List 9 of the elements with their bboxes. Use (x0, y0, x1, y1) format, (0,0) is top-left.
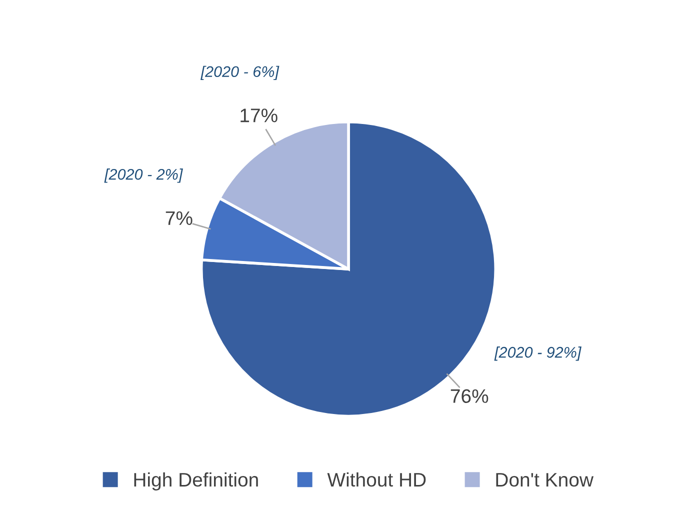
data-label: 17% (240, 108, 278, 122)
data-label: 7% (166, 211, 192, 225)
legend-label: High Definition (134, 472, 258, 490)
data-label: 76% (450, 389, 488, 403)
text: [2020 - 2%] (104, 168, 183, 183)
legend-label: Without HD (327, 472, 426, 487)
legend-label: Don't Know (496, 473, 594, 487)
text: [2020 - 6%] (200, 66, 280, 80)
text: [2020 - 92%] (494, 346, 582, 361)
